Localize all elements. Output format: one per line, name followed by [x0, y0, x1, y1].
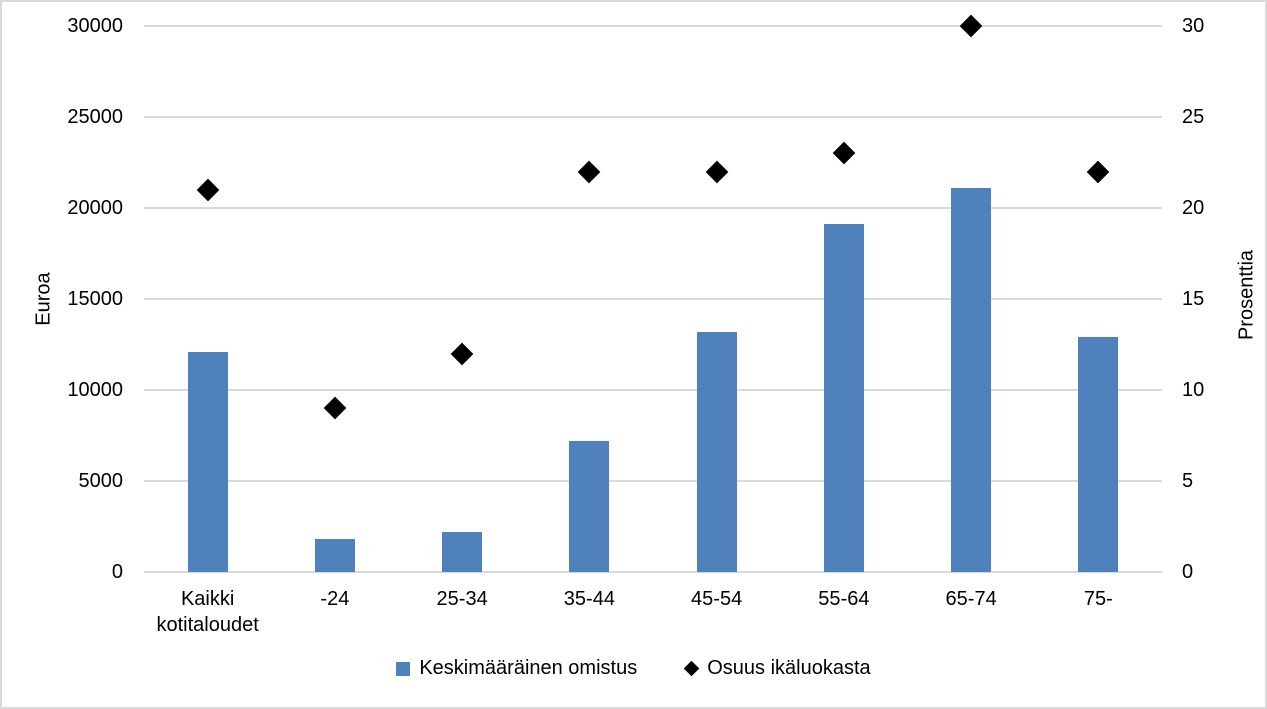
- gridline: [144, 25, 1162, 27]
- bar: [442, 531, 483, 572]
- x-axis-category-label: 25-34: [436, 588, 488, 610]
- scatter-marker: [323, 396, 347, 420]
- bar: [823, 224, 864, 572]
- x-axis-category-label: 35-44: [563, 588, 615, 610]
- legend-label-bar-series: Keskimääräinen omistus: [419, 657, 638, 679]
- legend: Keskimääräinen omistus Osuus ikäluokasta: [2, 657, 1265, 680]
- left-axis-title: Euroa: [32, 272, 55, 326]
- scatter-marker: [959, 14, 983, 38]
- bar-series-swatch-icon: [396, 661, 411, 676]
- gridline: [144, 389, 1162, 391]
- legend-item-bar-series: Keskimääräinen omistus: [396, 657, 637, 680]
- scatter-marker: [832, 142, 856, 165]
- bar: [696, 331, 737, 572]
- gridline: [144, 571, 1162, 573]
- x-axis-category-label: Kaikki kotitaloudet: [156, 588, 259, 636]
- x-axis-category-label: 45-54: [691, 588, 743, 610]
- right-axis-tick-label: 0: [1182, 561, 1194, 583]
- scatter-marker: [1087, 160, 1110, 183]
- right-axis-tick-label: 5: [1182, 470, 1194, 492]
- legend-item-marker-series: Osuus ikäluokasta: [683, 657, 871, 680]
- bar: [1078, 337, 1119, 572]
- gridline: [144, 207, 1162, 209]
- left-axis-tick-label: 0: [111, 561, 123, 583]
- right-axis-tick-label: 30: [1182, 15, 1205, 37]
- scatter-marker: [196, 178, 219, 202]
- legend-label-marker-series: Osuus ikäluokasta: [707, 657, 871, 679]
- left-axis-tick-label: 15000: [67, 288, 123, 310]
- scatter-marker: [450, 342, 474, 365]
- gridline: [144, 298, 1162, 300]
- bar: [187, 351, 228, 572]
- left-axis-tick-label: 25000: [67, 106, 123, 128]
- left-axis-tick-label: 10000: [67, 379, 123, 401]
- diamond-icon: [683, 660, 700, 677]
- bar: [314, 539, 355, 572]
- right-axis-title: Prosenttia: [1235, 249, 1258, 341]
- right-axis-tick-label: 20: [1182, 197, 1205, 219]
- x-axis-category-label: -24: [320, 588, 350, 610]
- left-axis-tick-label: 20000: [67, 197, 123, 219]
- bar: [951, 187, 992, 572]
- right-axis-tick-label: 10: [1182, 379, 1205, 401]
- plot-area: [144, 14, 1162, 573]
- right-axis-tick-label: 25: [1182, 106, 1205, 128]
- gridline: [144, 480, 1162, 482]
- gridline: [144, 116, 1162, 118]
- bar: [569, 440, 610, 572]
- scatter-marker: [578, 160, 601, 183]
- scatter-marker: [705, 160, 728, 183]
- right-axis-tick-label: 15: [1182, 288, 1205, 310]
- left-axis-tick-label: 30000: [67, 15, 123, 37]
- x-axis-category-label: 65-74: [945, 588, 997, 610]
- x-axis-category-label: 55-64: [818, 588, 870, 610]
- x-axis-category-label: 75-: [1083, 588, 1113, 610]
- left-axis-tick-label: 5000: [78, 470, 124, 492]
